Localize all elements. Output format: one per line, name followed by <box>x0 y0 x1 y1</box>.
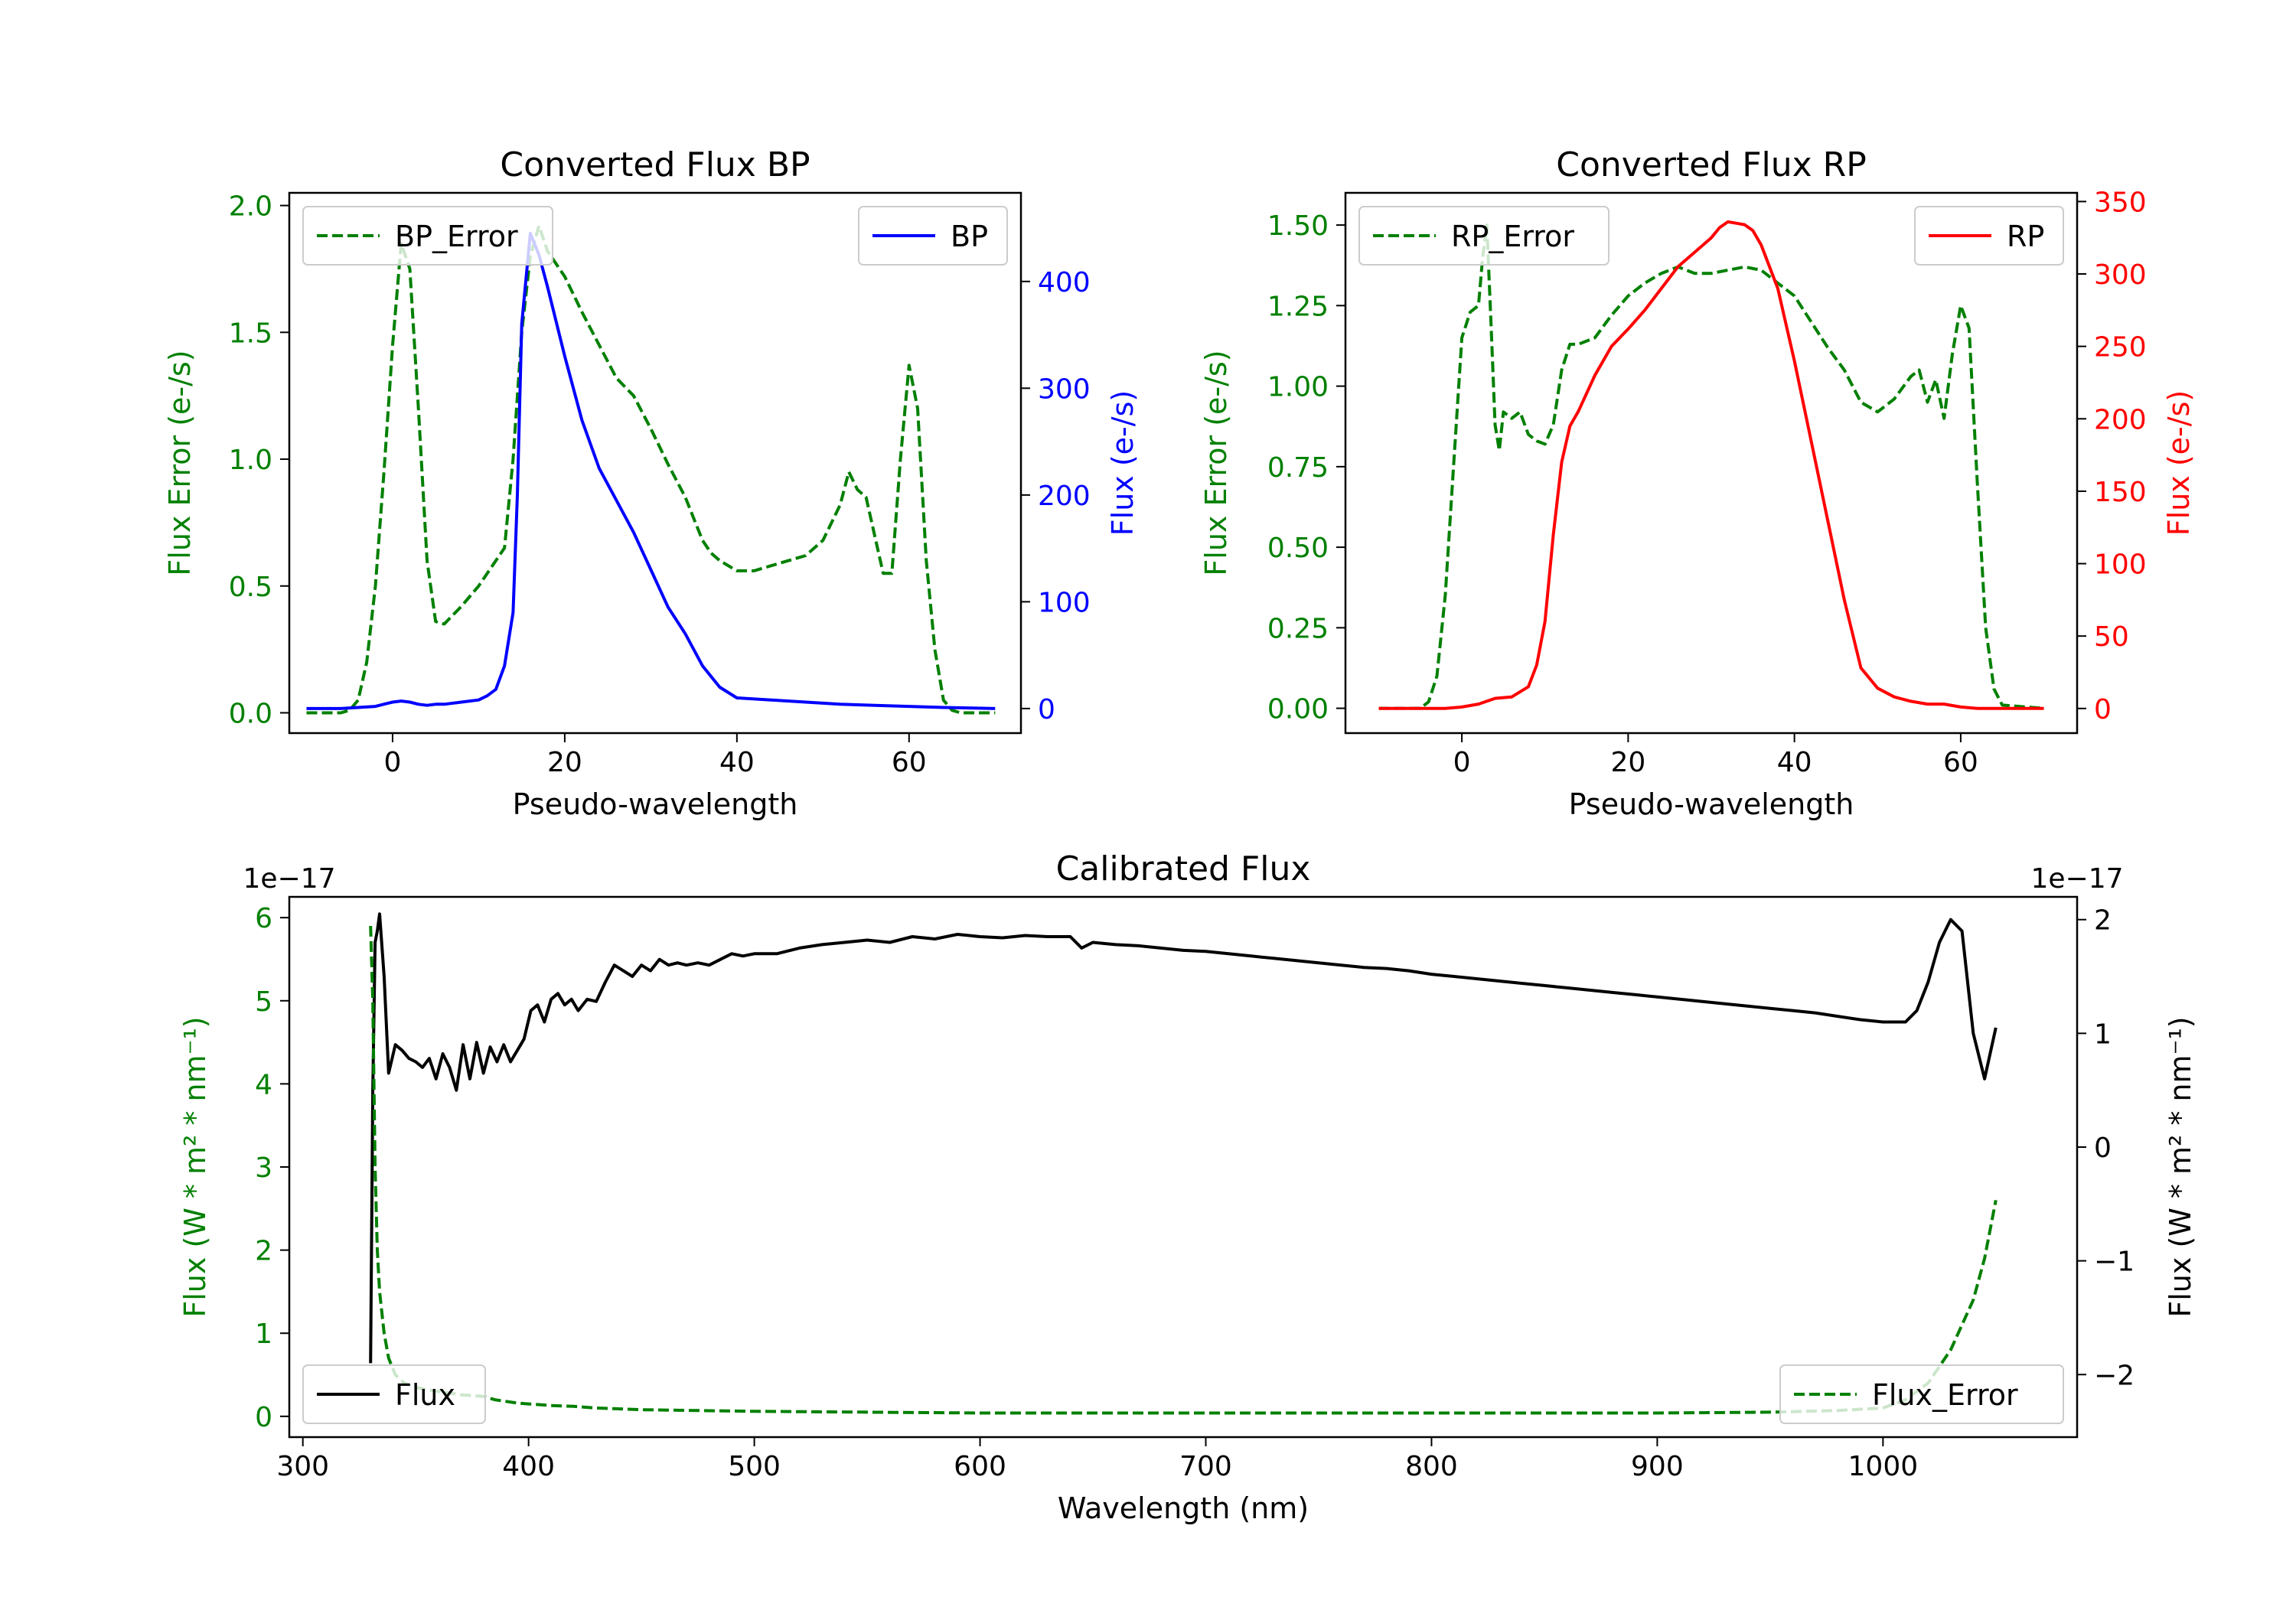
bp-axes-frame <box>288 191 1022 735</box>
rp-legend-left: RP_Error <box>1358 206 1609 266</box>
bp-x-tick-label: 20 <box>547 747 582 778</box>
cal-right-y-tick-label: 2 <box>2094 905 2112 937</box>
bp-x-axis-label: Pseudo-wavelength <box>513 787 798 821</box>
rp-x-tick-label: 0 <box>1453 747 1471 778</box>
rp-right-y-tick-label: 50 <box>2094 621 2129 653</box>
bp-legend-left-label: BP_Error <box>395 220 518 253</box>
cal-x-tick-label: 400 <box>502 1451 555 1482</box>
bp-right-y-tick-label: 300 <box>1038 373 1091 405</box>
rp-left-y-tick-label: 0.00 <box>1267 694 1329 725</box>
cal-x-tick-label: 900 <box>1631 1451 1684 1482</box>
bp-series-bp-error-line <box>306 224 996 715</box>
bp-left-y-axis-label: Flux Error (e-/s) <box>163 350 197 575</box>
cal-legend-left-box <box>302 1364 486 1424</box>
bp-left-y-tick-label: 1.5 <box>229 318 272 349</box>
rp-series-rp-line <box>1378 220 2044 710</box>
rp-axes-frame <box>1344 191 2079 735</box>
cal-legend-right: Flux_Error <box>1779 1364 2064 1424</box>
cal-x-tick-label: 800 <box>1405 1451 1458 1482</box>
rp-legend-left-box <box>1358 206 1609 266</box>
bp-right-y-tick-label: 200 <box>1038 481 1091 512</box>
rp-legend-left-label: RP_Error <box>1451 220 1574 253</box>
rp-right-y-tick-label: 250 <box>2094 332 2147 363</box>
rp-right-y-tick-label: 200 <box>2094 404 2147 435</box>
cal-x-tick-label: 700 <box>1179 1451 1232 1482</box>
cal-x-tick-label: 1000 <box>1848 1451 1919 1482</box>
bp-left-y-tick-label: 0.0 <box>229 698 272 729</box>
bp-right-y-tick-label: 400 <box>1038 267 1091 298</box>
cal-legend-left: Flux <box>302 1364 486 1424</box>
cal-right-y-tick-label: −2 <box>2094 1360 2135 1391</box>
cal-left-y-tick-label: 2 <box>255 1236 272 1267</box>
rp-left-y-tick-label: 1.25 <box>1267 291 1329 322</box>
rp-x-tick-label: 60 <box>1943 747 1978 778</box>
rp-right-y-tick-label: 150 <box>2094 477 2147 508</box>
cal-left-y-tick-label: 6 <box>255 903 272 934</box>
rp-x-axis-label: Pseudo-wavelength <box>1569 787 1854 821</box>
rp-right-y-axis-label: Flux (e-/s) <box>2162 390 2196 536</box>
cal-legend-right-box <box>1779 1364 2064 1424</box>
rp-right-y-tick-label: 300 <box>2094 259 2147 291</box>
cal-x-tick-label: 500 <box>728 1451 781 1482</box>
cal-left-y-axis-label: Flux (W * m² * nm⁻¹) <box>178 1016 212 1317</box>
cal-right-y-tick-label: 1 <box>2094 1019 2112 1050</box>
cal-right-y-tick-label: 0 <box>2094 1133 2112 1164</box>
cal-x-tick-label: 300 <box>276 1451 329 1482</box>
cal-chart-title: Calibrated Flux <box>1056 849 1311 888</box>
bp-x-tick-label: 60 <box>892 747 927 778</box>
rp-left-y-tick-label: 1.00 <box>1267 372 1329 403</box>
bp-right-y-tick-label: 0 <box>1038 694 1055 725</box>
rp-left-y-tick-label: 0.25 <box>1267 613 1329 644</box>
cal-legend-left-label: Flux <box>395 1378 455 1412</box>
rp-x-tick-label: 40 <box>1777 747 1812 778</box>
panel-bp: Converted Flux BP 0 20 40 60 Pseudo-wavelengt… <box>163 145 1140 821</box>
cal-left-y-tick-label: 3 <box>255 1152 272 1184</box>
cal-legend-right-label: Flux_Error <box>1872 1378 2018 1412</box>
bp-x-tick-label: 0 <box>384 747 402 778</box>
cal-left-y-tick-label: 1 <box>255 1319 272 1350</box>
panel-rp: Converted Flux RP 0 20 40 60 Pseudo-wavelengt… <box>1199 145 2196 821</box>
bp-legend-left-box <box>302 206 553 266</box>
rp-legend-right-label: RP <box>2007 220 2044 253</box>
bp-x-tick-label: 40 <box>719 747 755 778</box>
bp-right-y-axis-label: Flux (e-/s) <box>1106 390 1140 536</box>
bp-chart-title: Converted Flux BP <box>500 145 810 184</box>
cal-right-offset-label: 1e−17 <box>2030 863 2123 895</box>
bp-legend-left: BP_Error <box>302 206 553 266</box>
cal-series-flux-line <box>369 912 1998 1364</box>
cal-x-tick-label: 600 <box>954 1451 1006 1482</box>
bp-right-y-tick-label: 100 <box>1038 587 1091 618</box>
cal-left-offset-label: 1e−17 <box>243 863 335 895</box>
cal-right-y-axis-label: Flux (W * m² * nm⁻¹) <box>2164 1016 2197 1317</box>
rp-left-y-axis-label: Flux Error (e-/s) <box>1199 350 1233 575</box>
rp-right-y-tick-label: 100 <box>2094 549 2147 581</box>
bp-left-y-tick-label: 1.0 <box>229 445 272 476</box>
bp-legend-right: BP <box>858 206 1008 266</box>
rp-x-tick-label: 20 <box>1610 747 1645 778</box>
rp-chart-title: Converted Flux RP <box>1556 145 1867 184</box>
cal-left-y-tick-label: 4 <box>255 1069 272 1100</box>
rp-legend-right: RP <box>1914 206 2064 266</box>
bp-left-y-tick-label: 0.5 <box>229 572 272 603</box>
rp-left-y-tick-label: 0.50 <box>1267 533 1329 564</box>
cal-left-y-tick-label: 0 <box>255 1402 272 1433</box>
rp-right-y-tick-label: 350 <box>2094 187 2147 218</box>
bp-left-y-tick-label: 2.0 <box>229 191 272 223</box>
bp-legend-right-label: BP <box>951 220 988 253</box>
rp-left-y-tick-label: 1.50 <box>1267 210 1329 242</box>
cal-x-axis-label: Wavelength (nm) <box>1058 1491 1309 1525</box>
rp-left-y-tick-label: 0.75 <box>1267 452 1329 484</box>
rp-right-y-tick-label: 0 <box>2094 694 2112 725</box>
cal-left-y-tick-label: 5 <box>255 986 272 1018</box>
cal-right-y-tick-label: −1 <box>2094 1247 2135 1278</box>
